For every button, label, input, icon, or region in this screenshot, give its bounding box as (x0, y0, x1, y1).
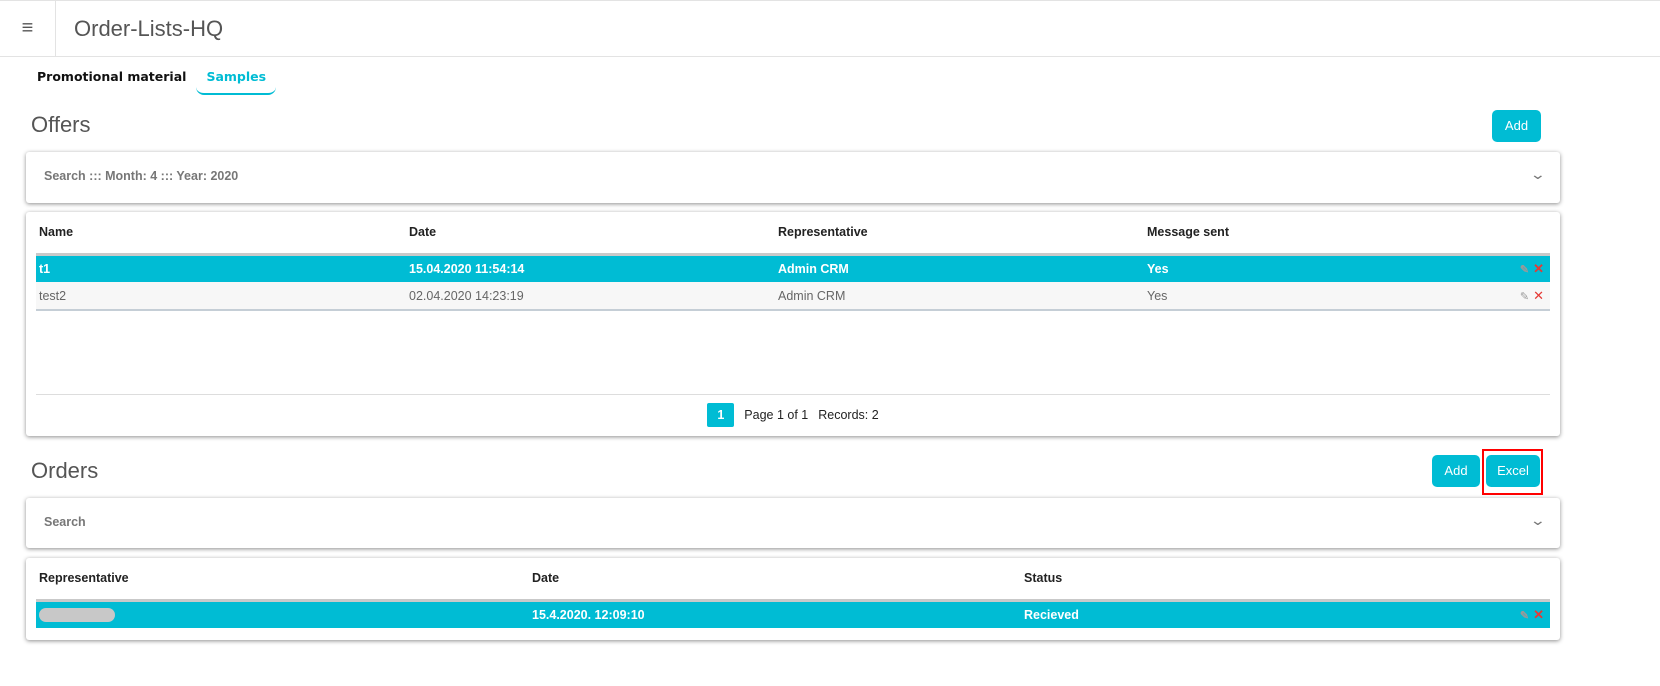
redacted-name (39, 608, 115, 623)
edit-icon[interactable]: ✎ (1519, 263, 1530, 276)
orders-table: Representative Date Status 15.4.2020. 12… (36, 558, 1550, 628)
orders-table-panel: Representative Date Status 15.4.2020. 12… (26, 558, 1560, 640)
offers-search-panel[interactable]: Search ::: Month: 4 ::: Year: 2020 ⌄ (26, 152, 1560, 203)
tab-promotional-material[interactable]: Promotional material (37, 69, 187, 84)
delete-icon[interactable]: ✕ (1533, 260, 1544, 276)
top-bar: ≡ Order-Lists-HQ (0, 0, 1660, 57)
records-count: Records: 2 (818, 407, 879, 422)
cell-date: 15.04.2020 11:54:14 (406, 254, 775, 282)
column-header-message-sent[interactable]: Message sent (1144, 212, 1510, 256)
tab-samples[interactable]: Samples (196, 65, 277, 95)
offers-table-panel: Name Date Representative Message sent t1… (26, 212, 1560, 436)
column-header-name[interactable]: Name (36, 212, 406, 256)
chevron-down-icon[interactable]: ⌄ (1529, 166, 1547, 182)
cell-message-sent: Yes (1144, 282, 1510, 311)
orders-add-button[interactable]: Add (1432, 455, 1480, 487)
cell-name: test2 (36, 282, 406, 311)
cell-date: 15.4.2020. 12:09:10 (529, 600, 1021, 628)
column-header-date[interactable]: Date (406, 212, 775, 256)
cell-representative: Admin CRM (775, 282, 1144, 311)
edit-icon[interactable]: ✎ (1519, 290, 1530, 303)
excel-export-button[interactable]: Excel (1486, 455, 1540, 487)
column-header-representative[interactable]: Representative (775, 212, 1144, 256)
hamburger-icon: ≡ (21, 17, 34, 39)
cell-representative (36, 600, 529, 628)
column-header-date[interactable]: Date (529, 558, 1021, 602)
table-row[interactable]: 15.4.2020. 12:09:10 Recieved ✎ ✕ (36, 600, 1550, 628)
orders-title: Orders (31, 458, 99, 483)
orders-search-panel[interactable]: Search ⌄ (26, 498, 1560, 548)
cell-representative: Admin CRM (775, 254, 1144, 282)
page-button-1[interactable]: 1 (707, 402, 735, 427)
column-header-representative[interactable]: Representative (36, 558, 529, 602)
delete-icon[interactable]: ✕ (1533, 606, 1544, 622)
cell-date: 02.04.2020 14:23:19 (406, 282, 775, 311)
cell-message-sent: Yes (1144, 254, 1510, 282)
table-row[interactable]: test2 02.04.2020 14:23:19 Admin CRM Yes … (36, 282, 1550, 311)
hamburger-menu-button[interactable]: ≡ (0, 0, 56, 57)
table-row[interactable]: t1 15.04.2020 11:54:14 Admin CRM Yes ✎ ✕ (36, 254, 1550, 282)
highlight-box (1482, 449, 1543, 495)
delete-icon[interactable]: ✕ (1533, 287, 1544, 303)
offers-title: Offers (31, 112, 91, 137)
offers-table: Name Date Representative Message sent t1… (36, 212, 1550, 311)
tab-bar: Promotional material Samples (27, 65, 1660, 95)
edit-icon[interactable]: ✎ (1519, 609, 1530, 622)
offers-search-summary: Search ::: Month: 4 ::: Year: 2020 (44, 169, 239, 183)
column-header-status[interactable]: Status (1021, 558, 1510, 602)
app-title: Order-Lists-HQ (74, 15, 224, 41)
pagination: 1 Page 1 of 1 Records: 2 (36, 394, 1550, 434)
chevron-down-icon[interactable]: ⌄ (1529, 512, 1547, 528)
offers-add-button[interactable]: Add (1492, 110, 1541, 142)
cell-status: Recieved (1021, 600, 1510, 628)
cell-name: t1 (36, 254, 406, 282)
page-info: Page 1 of 1 (744, 407, 809, 422)
orders-search-summary: Search (44, 515, 86, 529)
